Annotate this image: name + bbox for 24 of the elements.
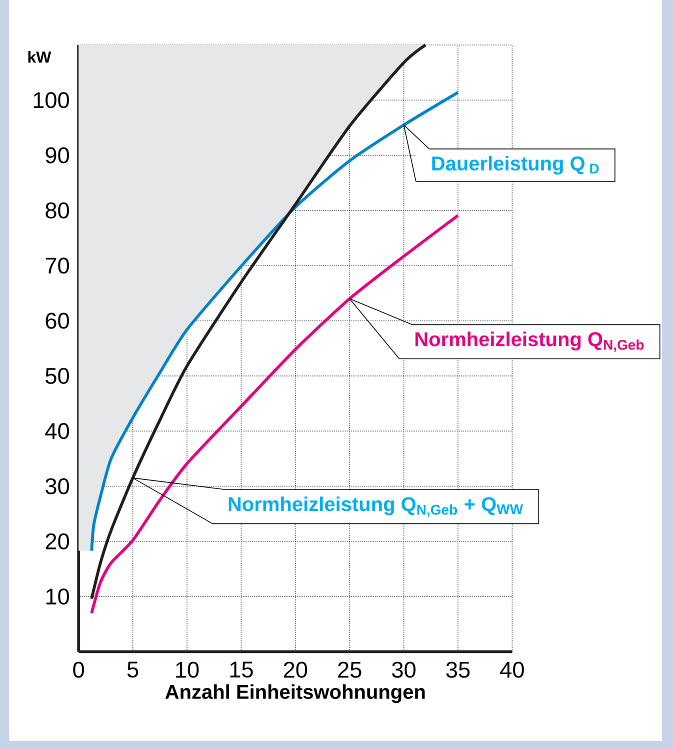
y-tick-label: 30 (46, 478, 70, 494)
x-tick-label: 25 (338, 662, 362, 678)
y-tick-label: 70 (46, 258, 70, 274)
x-axis-title: Anzahl Einheitswohnungen (165, 684, 425, 704)
x-tick-label: 5 (127, 662, 138, 678)
x-tick-label: 40 (500, 662, 524, 678)
x-tick-label: 20 (284, 662, 308, 678)
annotation: Normheizleistung Q$_{N,Geb}$ (415, 332, 644, 352)
annotation: Normheizleistung Q$_{N,Geb}$ + Q$_{WW}$ (228, 496, 524, 517)
x-tick-label: 35 (446, 662, 470, 678)
y-tick-label: 60 (46, 312, 70, 329)
y-tick-label: 90 (46, 147, 70, 164)
y-tick-label: 50 (46, 368, 70, 384)
y-tick-label: 10 (46, 588, 70, 605)
x-tick-label: 15 (230, 662, 253, 678)
x-tick-label: 0 (73, 662, 84, 678)
y-tick-label: 100 (34, 92, 70, 108)
annotation: Dauerleistung Q $_{D}$ (432, 156, 599, 175)
x-tick-label: 10 (176, 662, 199, 678)
x-tick-label: 30 (392, 662, 416, 678)
y-tick-label: 40 (45, 423, 70, 440)
y-axis-title: kW (28, 51, 52, 63)
y-tick-label: 80 (46, 202, 70, 218)
y-tick-label: 20 (46, 533, 70, 550)
